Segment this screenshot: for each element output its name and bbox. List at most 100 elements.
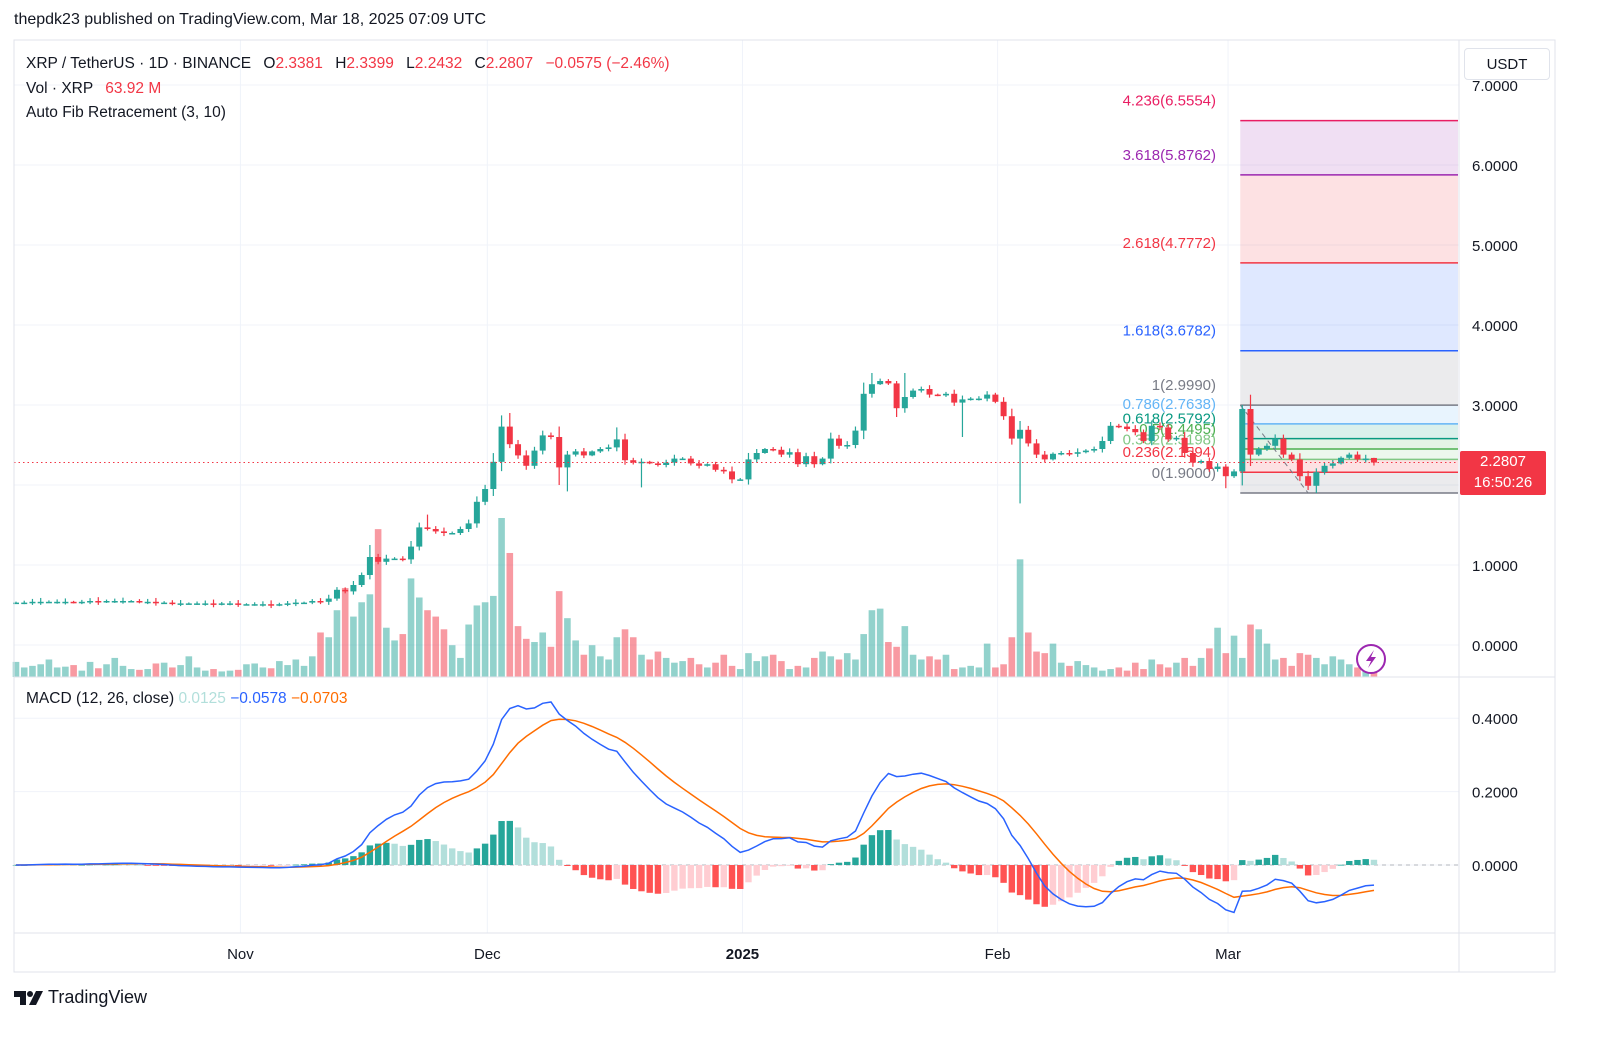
- macd-histogram-bar: [992, 865, 999, 878]
- candle-body: [366, 557, 373, 575]
- candle-body: [185, 603, 192, 605]
- time-tick: Nov: [227, 946, 254, 963]
- candle-body: [844, 445, 851, 447]
- macd-histogram-bar: [728, 865, 736, 889]
- macd-histogram-bar: [333, 859, 341, 865]
- candle-body: [1148, 425, 1155, 441]
- candle-body: [523, 455, 530, 466]
- candle-body: [1041, 454, 1048, 460]
- macd-histogram-bar: [951, 865, 958, 869]
- fib-indicator-label[interactable]: Auto Fib Retracement (3, 10): [26, 104, 226, 121]
- change-value: −0.0575 (−2.46%): [545, 55, 670, 72]
- symbol-title[interactable]: XRP / TetherUS · 1D · BINANCE: [26, 55, 252, 72]
- fib-level-label: 0.5(2.4495): [1139, 421, 1216, 438]
- lightning-icon[interactable]: [1356, 644, 1386, 674]
- macd-histogram-bar: [432, 841, 439, 865]
- candle-body: [416, 527, 423, 547]
- candle-body: [967, 398, 974, 401]
- volume-bar: [588, 645, 596, 677]
- volume-bar: [1321, 664, 1328, 677]
- candle-body: [1255, 449, 1262, 455]
- volume-bar: [1033, 651, 1040, 677]
- candle-body: [457, 529, 464, 533]
- macd-histogram-bar: [1313, 865, 1320, 875]
- volume-bar: [201, 670, 209, 677]
- macd-histogram-bar: [416, 839, 423, 865]
- candle-body: [103, 601, 110, 603]
- candle-body: [811, 456, 818, 465]
- volume-bar: [629, 637, 637, 677]
- volume-bar: [852, 659, 859, 677]
- candle-body: [1206, 461, 1213, 469]
- macd-histogram-bar: [1296, 865, 1304, 869]
- macd-histogram-bar: [1239, 860, 1246, 865]
- macd-histogram-bar: [243, 865, 250, 866]
- macd-histogram-bar: [391, 843, 398, 865]
- candle-body: [1165, 427, 1172, 440]
- fib-zone: [1240, 459, 1458, 473]
- macd-histogram-bar: [1247, 860, 1254, 865]
- candle-body: [309, 601, 316, 603]
- candle-body: [424, 527, 431, 529]
- macd-histogram-bar: [539, 843, 546, 865]
- volume-bar: [78, 670, 86, 677]
- volume-bar: [597, 656, 604, 677]
- candle-body: [449, 533, 456, 535]
- macd-histogram-bar: [720, 865, 727, 888]
- volume-bar: [325, 637, 333, 677]
- macd-indicator-label[interactable]: MACD (12, 26, close): [26, 690, 175, 707]
- macd-histogram-bar: [103, 864, 110, 866]
- macd-histogram-bar: [342, 858, 349, 865]
- footer-logo[interactable]: TradingView: [14, 987, 147, 1008]
- volume-bar: [539, 632, 547, 677]
- volume-bar: [103, 664, 110, 677]
- time-axis[interactable]: Nov Dec 2025 Feb Mar: [227, 946, 1241, 963]
- fib-level-label: 2.618(4.7772): [1123, 235, 1216, 252]
- candle-body: [992, 394, 999, 402]
- volume-bar: [1115, 667, 1123, 677]
- volume-bar: [1008, 637, 1016, 677]
- macd-histogram-bar: [687, 865, 695, 889]
- volume-row: Vol · XRP 63.92 M: [26, 77, 670, 102]
- macd-histogram-bar: [794, 865, 802, 869]
- macd-histogram-bar: [1123, 857, 1131, 865]
- macd-histogram-bar: [885, 830, 892, 865]
- currency-button[interactable]: USDT: [1464, 48, 1550, 80]
- macd-histogram-bar: [786, 865, 793, 866]
- volume-bar: [942, 654, 950, 677]
- macd-histogram-bar: [276, 865, 283, 866]
- macd-histogram-bar: [292, 864, 300, 866]
- fib-level-label: 0(1.9000): [1152, 465, 1216, 482]
- candle-body: [383, 558, 390, 562]
- volume-bar: [284, 665, 291, 677]
- candle-body: [745, 459, 752, 480]
- macd-histogram-bar: [1090, 865, 1098, 883]
- macd-tick: 0.2000: [1472, 785, 1518, 802]
- macd-histogram-bar: [309, 863, 316, 865]
- volume-bar: [267, 668, 275, 677]
- volume-bar: [292, 659, 300, 677]
- candle-body: [1370, 457, 1377, 463]
- volume-bar: [37, 664, 44, 677]
- price-axis[interactable]: 7.0000 6.0000 5.0000 4.0000 3.0000 1.0000 0.00…: [1472, 78, 1518, 875]
- macd-histogram-bar: [300, 864, 308, 866]
- volume-bar: [111, 657, 119, 677]
- volume-bar: [1164, 667, 1172, 677]
- macd-histogram-bar: [152, 865, 160, 866]
- macd-histogram-bar: [1132, 856, 1139, 865]
- candle-body: [531, 450, 538, 466]
- price-tick: 6.0000: [1472, 158, 1518, 175]
- candle-body: [284, 603, 291, 605]
- candle-body: [794, 452, 801, 465]
- candle-body: [292, 602, 299, 605]
- volume-bar: [136, 669, 143, 677]
- macd-histogram-bar: [1148, 856, 1155, 865]
- macd-histogram-bar: [1000, 865, 1007, 883]
- volume-bar: [1148, 659, 1156, 677]
- fib-zone: [1240, 438, 1458, 450]
- macd-histogram-bar: [136, 864, 143, 866]
- macd-histogram-bar: [712, 865, 719, 888]
- volume-label[interactable]: Vol · XRP: [26, 79, 93, 97]
- fib-zone: [1240, 174, 1458, 263]
